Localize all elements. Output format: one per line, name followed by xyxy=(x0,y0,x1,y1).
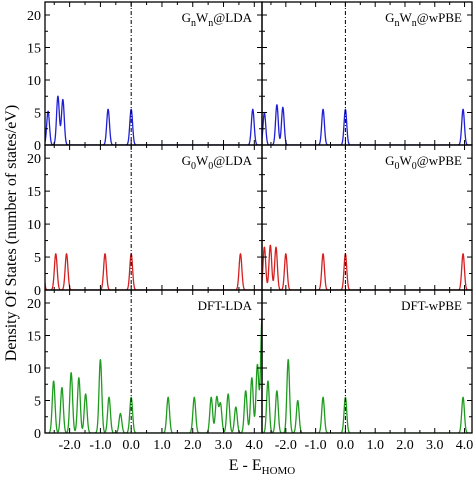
panel-g0w0-wpbe: G0W0@wPBE xyxy=(261,144,473,291)
panel-title-subscript: 0 xyxy=(412,161,417,172)
y-tick-label: 15 xyxy=(27,42,41,57)
x-axis-label: E - EHOMO xyxy=(229,457,296,477)
panel-title-text: W xyxy=(196,153,209,168)
y-tick-label: 0 xyxy=(34,284,41,299)
panel-title-dft-wpbe: DFT-wPBE xyxy=(401,298,462,313)
x-tick-label: 1.0 xyxy=(153,438,171,453)
dos-curve-dft-wpbe xyxy=(262,358,472,433)
x-tick-label: -1.0 xyxy=(305,438,327,453)
panel-title-text: G xyxy=(182,10,191,25)
y-tick-label: 20 xyxy=(27,297,41,312)
panel-dft-lda: 0 5 10 15 20 -2.0 -1.0 0.0 1.0 2.0 3.0 4.0 DFT-LDA xyxy=(27,289,264,453)
panel-title-text: W xyxy=(400,10,413,25)
dos-curve-gnwn-lda xyxy=(45,95,262,145)
x-tick-label: 1.0 xyxy=(366,438,384,453)
y-tick-label: 15 xyxy=(27,330,41,345)
x-axis-label-main: E - E xyxy=(229,457,262,474)
panel-title-subscript: 0 xyxy=(208,161,213,172)
y-tick-label: 10 xyxy=(27,362,41,377)
y-tick-label: 15 xyxy=(27,185,41,200)
x-tick-label: 2.0 xyxy=(184,438,202,453)
panel-title-text: @wPBE xyxy=(417,153,462,168)
y-tick-label: 5 xyxy=(34,107,41,122)
panel-title-text: G xyxy=(385,153,394,168)
panel-title-text: W xyxy=(196,10,209,25)
x-tick-label: 0.0 xyxy=(122,438,140,453)
panel-frame-dft-wpbe xyxy=(261,289,473,434)
panel-title-text: W xyxy=(400,153,413,168)
x-tick-label: 0.0 xyxy=(337,438,355,453)
x-tick-label: 3.0 xyxy=(215,438,233,453)
panel-title-text: G xyxy=(182,153,191,168)
y-tick-label: 20 xyxy=(27,152,41,167)
x-tick-label: 4.0 xyxy=(246,438,264,453)
x-tick-label: -1.0 xyxy=(89,438,111,453)
y-tick-label: 10 xyxy=(27,218,41,233)
panel-title-text: G xyxy=(385,10,394,25)
panel-title-g0w0-lda: G0W0@LDA xyxy=(182,153,253,172)
panel-title-subscript: 0 xyxy=(395,161,400,172)
panel-title-dft-lda: DFT-LDA xyxy=(198,298,253,313)
panel-title-subscript: n xyxy=(395,18,400,29)
x-axis-label-sub: HOMO xyxy=(262,465,296,477)
panel-title-subscript: n xyxy=(208,18,213,29)
panel-title-text: @wPBE xyxy=(417,10,462,25)
y-tick-label: 5 xyxy=(34,395,41,410)
panel-title-subscript: 0 xyxy=(191,161,196,172)
panel-title-text: @LDA xyxy=(213,153,252,168)
panel-title-subscript: n xyxy=(412,18,417,29)
x-tick-label: -2.0 xyxy=(59,438,81,453)
panel-title-gnwn-wpbe: GnWn@wPBE xyxy=(385,10,462,29)
y-tick-label: 20 xyxy=(27,9,41,24)
x-tick-label: -2.0 xyxy=(275,438,297,453)
y-tick-label: 0 xyxy=(34,427,41,442)
panel-dft-wpbe: -2.0 -1.0 0.0 1.0 2.0 3.0 4.0 DFT-wPBE xyxy=(261,289,474,453)
x-tick-label: 4.0 xyxy=(456,438,474,453)
x-tick-label: 3.0 xyxy=(426,438,444,453)
y-tick-label: 5 xyxy=(34,251,41,266)
dos-curve-g0w0-lda xyxy=(45,253,262,290)
panel-title-g0w0-wpbe: G0W0@wPBE xyxy=(385,153,462,172)
y-axis-label: Density Of States (number of states/eV) xyxy=(3,105,20,361)
y-tick-label: 10 xyxy=(27,74,41,89)
panel-title-subscript: n xyxy=(191,18,196,29)
dos-curve-gnwn-wpbe xyxy=(262,104,472,145)
x-tick-label: 2.0 xyxy=(396,438,414,453)
panel-title-gnwn-lda: GnWn@LDA xyxy=(182,10,253,29)
dos-curve-g0w0-wpbe xyxy=(262,244,472,290)
y-tick-label: 0 xyxy=(34,139,41,154)
panel-title-text: @LDA xyxy=(213,10,252,25)
panel-gnwn-wpbe: GnWn@wPBE xyxy=(261,1,473,146)
dos-curve-dft-lda xyxy=(45,318,262,433)
